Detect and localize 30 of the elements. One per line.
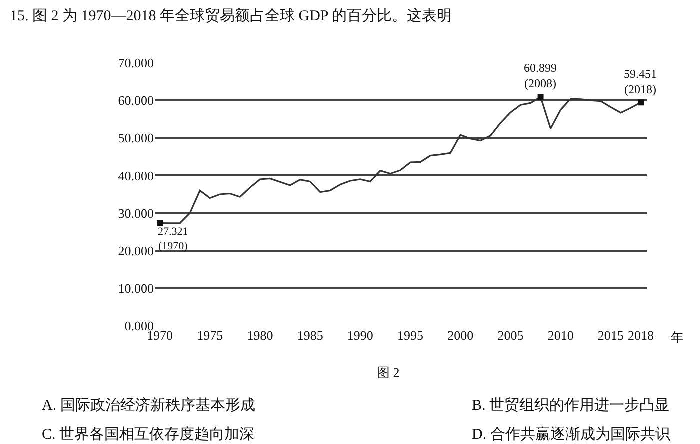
y-tick-label: 20.000 — [118, 243, 154, 258]
point — [638, 100, 644, 106]
annotation: 59.451 (2018) — [624, 67, 657, 97]
annotation: 60.899 (2008) — [524, 61, 557, 91]
text: B. 世贸组织的作用进一步凸显 — [472, 397, 670, 414]
text: C. 世界各国相互依存度趋向加深 — [42, 426, 255, 443]
y-tick-label: 70.000 — [118, 56, 154, 71]
y-tick-label: 30.000 — [118, 206, 154, 221]
y-tick-label: 50.000 — [118, 130, 154, 146]
x-tick-label: 2015 — [598, 328, 624, 343]
caption: 图 2 — [377, 365, 400, 380]
x-tick-label: 2000 — [448, 328, 474, 343]
x-tick-label: 2005 — [498, 328, 524, 343]
x-tick-label: 1990 — [347, 328, 374, 343]
point — [157, 220, 164, 226]
text: A. 国际政治经济新秩序基本形成 — [42, 397, 256, 414]
x-axis-title: 年 — [671, 330, 684, 345]
x-tick-label: 1995 — [398, 328, 424, 343]
x-tick-label: 2018 — [628, 328, 654, 343]
y-tick-label: 10.000 — [118, 280, 154, 296]
point — [538, 94, 544, 100]
text: D. 合作共赢逐渐成为国际共识 — [472, 426, 670, 443]
x-tick-label: 1975 — [197, 328, 224, 343]
x-tick-label: 2010 — [548, 328, 574, 343]
annotation: 27.321 (1970) — [158, 226, 188, 252]
chart-title: 15. 图 2 为 1970—2018 年全球贸易额占全球 GDP 的百分比。这表明 — [10, 7, 452, 24]
x-tick-label: 1980 — [247, 328, 274, 343]
y-tick-label: 40.000 — [118, 168, 154, 184]
y-tick-label: 60.000 — [118, 93, 154, 108]
x-tick-label: 1985 — [297, 328, 324, 343]
